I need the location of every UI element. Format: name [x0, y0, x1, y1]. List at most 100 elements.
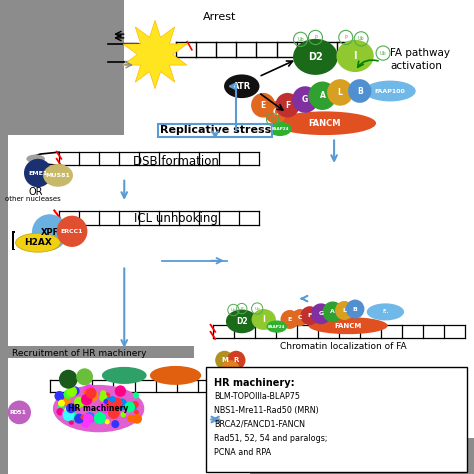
- Circle shape: [32, 214, 67, 250]
- Circle shape: [58, 400, 65, 407]
- Circle shape: [111, 397, 122, 409]
- Text: FAAP24: FAAP24: [271, 127, 289, 131]
- Polygon shape: [123, 20, 187, 89]
- Text: P: P: [344, 35, 347, 40]
- Circle shape: [24, 159, 52, 187]
- Circle shape: [311, 303, 331, 324]
- Circle shape: [309, 82, 337, 110]
- Ellipse shape: [53, 385, 144, 432]
- Ellipse shape: [102, 367, 146, 384]
- Bar: [14, 231, 15, 233]
- Circle shape: [76, 399, 83, 406]
- Circle shape: [322, 301, 343, 322]
- FancyBboxPatch shape: [124, 0, 367, 137]
- Text: P: P: [271, 117, 274, 122]
- Text: I: I: [353, 51, 357, 61]
- Text: MUS81: MUS81: [46, 173, 71, 178]
- Circle shape: [221, 360, 240, 379]
- Circle shape: [56, 216, 87, 247]
- Text: BRCA2/FANCD1-FANCN: BRCA2/FANCD1-FANCN: [214, 420, 305, 429]
- Circle shape: [69, 412, 78, 421]
- Text: A: A: [330, 310, 335, 314]
- Text: ATR: ATR: [233, 82, 251, 91]
- Circle shape: [64, 407, 71, 413]
- Circle shape: [87, 390, 99, 401]
- Text: E: E: [288, 317, 292, 322]
- Text: Recruitment of HR machinery: Recruitment of HR machinery: [12, 349, 147, 357]
- Circle shape: [56, 408, 64, 416]
- Circle shape: [68, 403, 76, 411]
- Circle shape: [227, 351, 246, 370]
- Circle shape: [133, 392, 139, 399]
- Circle shape: [115, 385, 126, 397]
- Circle shape: [83, 413, 93, 424]
- Circle shape: [57, 404, 64, 411]
- Ellipse shape: [365, 81, 416, 101]
- Text: HR machinery:: HR machinery:: [214, 378, 294, 388]
- Ellipse shape: [367, 303, 404, 320]
- Text: L: L: [338, 88, 343, 97]
- Circle shape: [74, 397, 85, 408]
- Text: F: F: [308, 313, 312, 318]
- Circle shape: [134, 417, 139, 422]
- Bar: [14, 249, 15, 250]
- Circle shape: [124, 401, 135, 412]
- FancyBboxPatch shape: [194, 0, 474, 308]
- Ellipse shape: [43, 164, 73, 187]
- Text: EME1: EME1: [28, 171, 47, 175]
- Circle shape: [264, 101, 287, 124]
- Circle shape: [109, 396, 116, 402]
- Text: Ub: Ub: [380, 51, 386, 55]
- Circle shape: [55, 391, 64, 401]
- Text: P: P: [240, 307, 243, 310]
- Circle shape: [105, 419, 109, 424]
- Text: F..: F..: [382, 310, 389, 314]
- Circle shape: [100, 390, 106, 396]
- Ellipse shape: [273, 111, 376, 135]
- Text: PCNA and RPA: PCNA and RPA: [214, 448, 271, 457]
- FancyBboxPatch shape: [206, 367, 467, 472]
- Circle shape: [76, 368, 93, 385]
- Text: D2: D2: [308, 52, 323, 62]
- Circle shape: [132, 414, 142, 424]
- Ellipse shape: [293, 39, 338, 75]
- Text: I: I: [262, 315, 265, 324]
- Text: ERCC1: ERCC1: [61, 229, 83, 234]
- Circle shape: [66, 403, 76, 413]
- Text: NBS1-Mre11-Rad50 (MRN): NBS1-Mre11-Rad50 (MRN): [214, 406, 319, 415]
- Circle shape: [327, 79, 353, 106]
- Circle shape: [85, 385, 93, 393]
- Ellipse shape: [16, 233, 60, 252]
- Text: R: R: [234, 357, 239, 363]
- Circle shape: [98, 402, 110, 414]
- Circle shape: [292, 86, 318, 113]
- Circle shape: [120, 412, 126, 417]
- Text: Ub: Ub: [297, 37, 304, 42]
- Text: G: G: [302, 95, 308, 104]
- Circle shape: [111, 420, 119, 428]
- Ellipse shape: [226, 310, 258, 333]
- FancyBboxPatch shape: [8, 261, 264, 346]
- Ellipse shape: [252, 309, 276, 330]
- Circle shape: [69, 419, 74, 425]
- Circle shape: [73, 403, 78, 409]
- Text: G: G: [319, 311, 324, 316]
- Text: Arrest: Arrest: [203, 11, 237, 22]
- Text: H2AX: H2AX: [24, 238, 52, 247]
- Text: D2: D2: [236, 317, 247, 326]
- Text: Ub: Ub: [230, 308, 236, 312]
- Text: F: F: [285, 101, 290, 109]
- Text: M: M: [221, 357, 228, 363]
- Text: HR machinery: HR machinery: [68, 404, 129, 413]
- Ellipse shape: [337, 40, 374, 72]
- Circle shape: [116, 399, 128, 410]
- Text: N: N: [228, 367, 234, 373]
- Text: FANCM: FANCM: [335, 323, 362, 328]
- Circle shape: [134, 410, 139, 415]
- Text: FA pathway
activation: FA pathway activation: [390, 48, 450, 71]
- Circle shape: [251, 93, 275, 118]
- Text: B: B: [353, 307, 357, 311]
- Text: D51: D51: [12, 410, 27, 415]
- Text: Rad51, 52, 54 and paralogs;: Rad51, 52, 54 and paralogs;: [214, 434, 327, 443]
- Circle shape: [73, 402, 80, 410]
